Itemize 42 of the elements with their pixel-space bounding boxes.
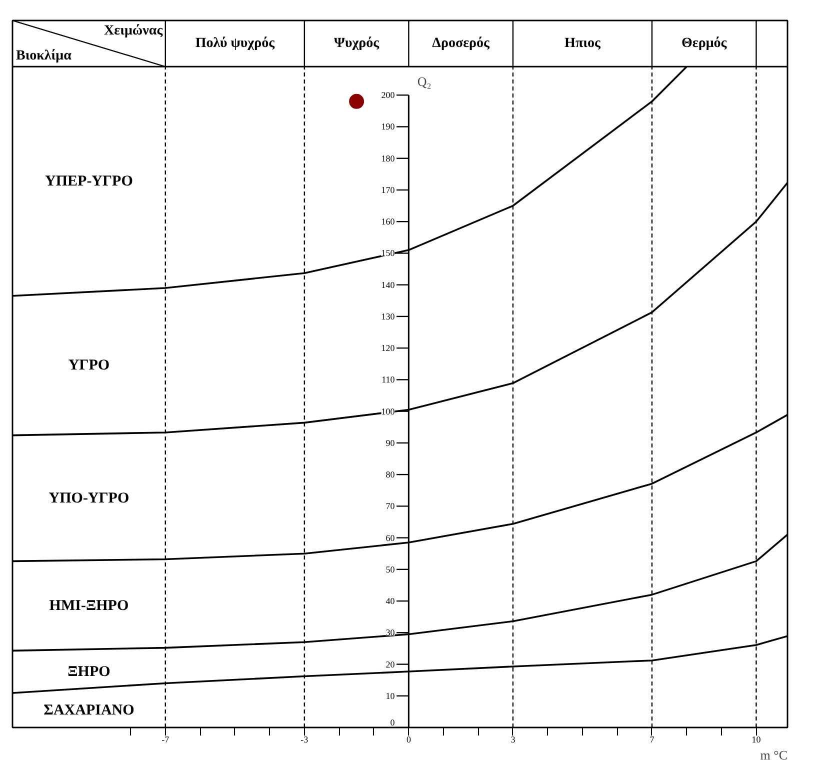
y-tick-label: 180 <box>381 153 396 164</box>
y-tick-label: 10 <box>386 690 396 701</box>
x-tick-label: -7 <box>162 734 170 744</box>
y-tick-label: 110 <box>382 374 396 385</box>
text: Δροσερός <box>432 36 491 52</box>
y-tick-label: 140 <box>381 280 396 290</box>
x-tick-label: 3 <box>510 734 516 744</box>
text: Ηπιος <box>564 36 602 52</box>
y-tick-label: 60 <box>386 532 396 543</box>
annotation: ΥΠΕΡ-ΥΓΡΟ <box>45 173 133 190</box>
y-tick-label: 20 <box>386 659 396 670</box>
y-tick-label: 160 <box>381 216 396 227</box>
text: Χειμώνας <box>104 23 164 38</box>
y-tick-label: 30 <box>386 628 396 638</box>
y-tick-label: 120 <box>381 343 396 354</box>
x-tick-label: 0 <box>406 734 412 744</box>
y-tick-label: 150 <box>381 248 396 258</box>
y-tick-label: 170 <box>381 184 396 195</box>
annotation: ΣΑΧΑΡΙΑΝΟ <box>44 702 134 718</box>
y-tick-label: 80 <box>386 470 396 480</box>
annotation: ΞΗΡΟ <box>68 664 110 680</box>
y-tick-label: 190 <box>381 122 396 132</box>
text: Θερμός <box>681 36 728 52</box>
y-tick-label: 130 <box>381 311 396 322</box>
y-tick-label: 70 <box>386 501 396 512</box>
y-tick-label: 90 <box>386 438 396 448</box>
x-tick-label: 10 <box>752 734 762 744</box>
y-axis-title: Q₂ <box>417 74 432 89</box>
y-tick-label: 200 <box>381 90 396 100</box>
text: Βιοκλίμα <box>16 48 72 64</box>
text: Ψυχρός <box>334 36 380 52</box>
y-tick-label: 40 <box>386 596 396 606</box>
x-tick-label: 7 <box>650 734 655 744</box>
annotation: ΥΓΡΟ <box>68 358 110 374</box>
text: Πολύ ψυχρός <box>195 36 276 52</box>
annotation: ΗΜΙ-ΞΗΡΟ <box>49 598 129 614</box>
annotation: ΥΠΟ-ΥΓΡΟ <box>48 490 130 506</box>
y-tick-label: 0 <box>390 718 396 728</box>
y-tick-label: 100 <box>381 406 396 416</box>
x-tick-label: -3 <box>300 734 309 744</box>
y-tick-label: 50 <box>386 564 396 574</box>
x-axis-title: m °C <box>760 748 788 762</box>
